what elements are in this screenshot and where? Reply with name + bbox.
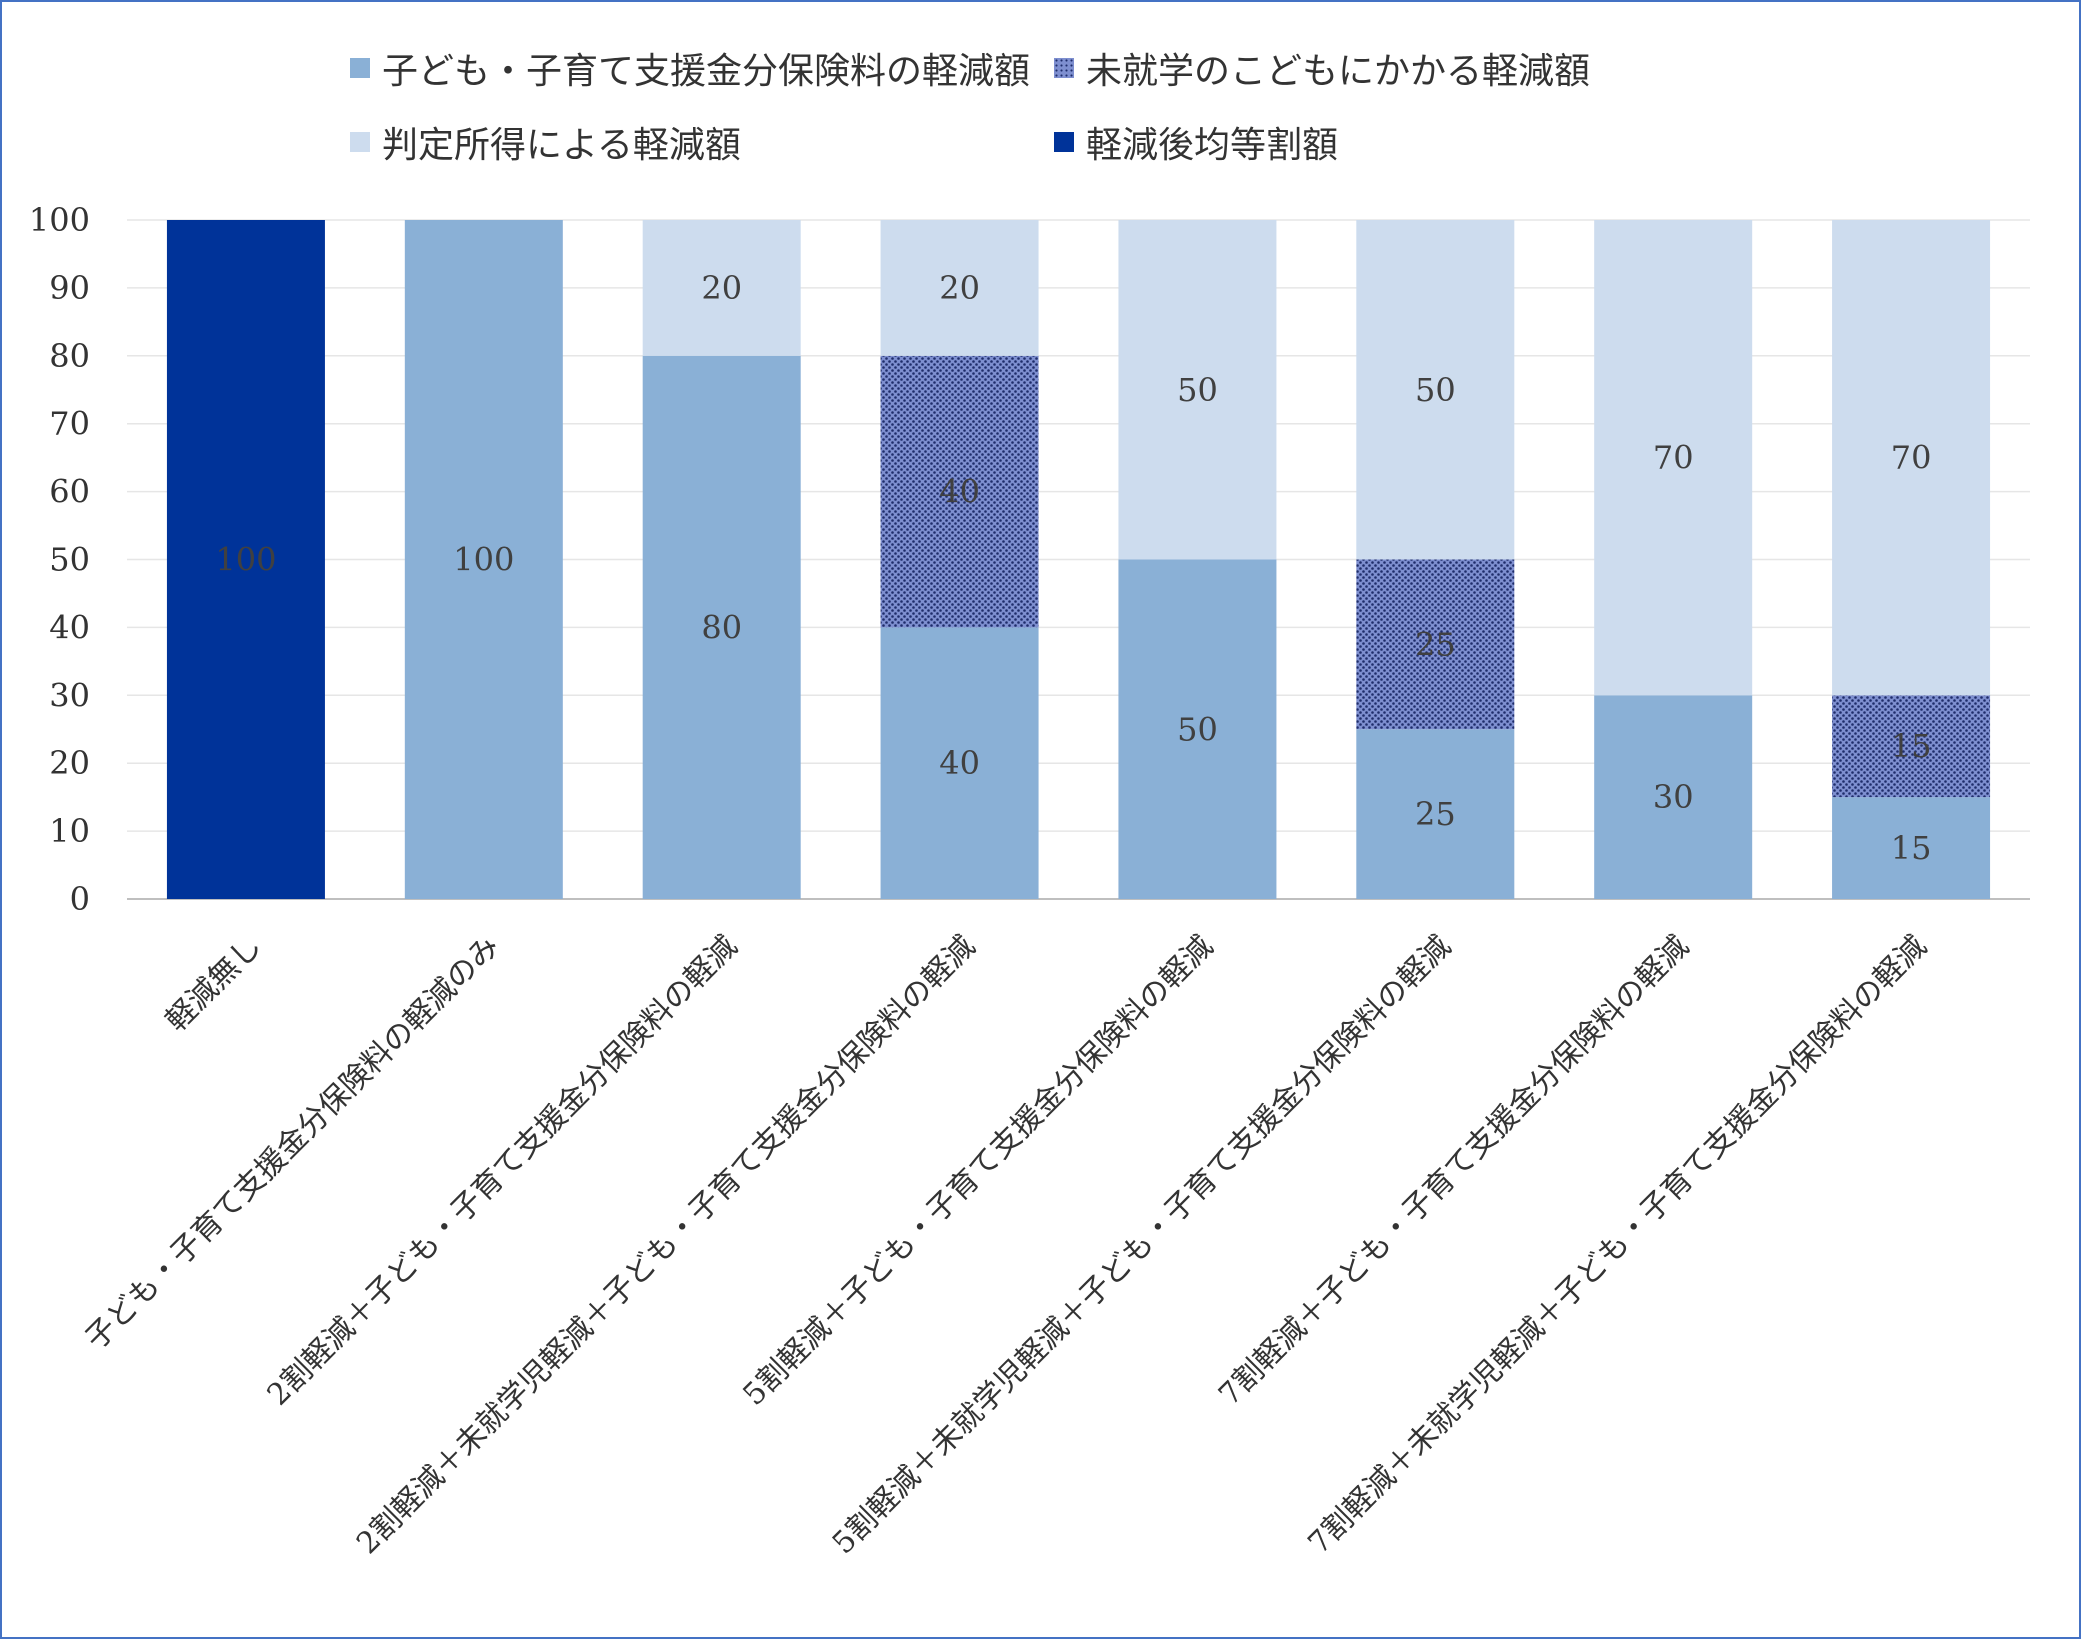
legend-item-income: 判定所得による軽減額 [350,116,741,168]
data-label: 50 [1177,710,1218,748]
legend-item-preschool: 未就学のこどもにかかる軽減額 [1054,42,1590,94]
bar-segment [1832,797,1991,899]
data-label: 70 [1653,439,1694,477]
y-axis: 0 10 20 30 40 50 60 70 80 90 100 [29,201,90,918]
legend-swatch-child-support [350,58,370,78]
data-label: 20 [939,269,980,307]
x-axis: 軽減無し子ども・子育て支援金分保険料の軽減のみ2割軽減＋子ども・子育て支援金分保… [79,929,1934,1561]
bar-segment [1118,559,1277,899]
bar-segment [1832,695,1991,798]
x-tick-label: 7割軽減＋子ども・子育て支援金分保険料の軽減 [1212,929,1696,1413]
bar-segment [166,220,325,899]
legend-swatch-after-reduction [1054,132,1074,152]
x-tick-label: 2割軽減＋子ども・子育て支援金分保険料の軽減 [261,929,745,1413]
y-tick-label: 10 [49,812,90,850]
y-tick-label: 30 [49,676,90,714]
y-tick-label: 70 [49,405,90,443]
legend-label-income: 判定所得による軽減額 [382,125,741,166]
bar-segment [1356,220,1515,560]
data-label: 15 [1891,727,1932,765]
y-tick-label: 90 [49,269,90,307]
data-label: 50 [1177,371,1218,409]
data-label: 80 [701,608,742,646]
bar-segment [1356,559,1515,730]
y-tick-label: 50 [49,541,90,579]
data-label: 40 [939,473,980,511]
legend-swatch-income [350,132,370,152]
bar-segment [1594,695,1753,899]
bar-segment [1356,729,1515,899]
bar-segment [1594,220,1753,696]
legend-swatch-preschool [1054,58,1074,78]
bar-segment [1118,220,1277,560]
x-tick-label: 軽減無し [159,929,269,1039]
y-tick-label: 80 [49,337,90,375]
data-label: 30 [1653,778,1694,816]
legend-label-after-reduction: 軽減後均等割額 [1086,125,1339,166]
data-label: 25 [1415,795,1456,833]
bar-segment [880,627,1039,899]
bar-segment [642,220,801,356]
data-label: 20 [701,269,742,307]
data-label: 100 [215,541,276,579]
bar-segment [404,220,563,899]
bars [166,220,1991,899]
data-label: 25 [1415,625,1456,663]
bar-segment [1832,220,1991,696]
data-label: 15 [1891,829,1932,867]
data-label: 70 [1891,439,1932,477]
data-label: 100 [453,541,514,579]
bar-segment [642,355,801,899]
x-tick-label: 5割軽減＋子ども・子育て支援金分保険料の軽減 [736,929,1220,1413]
legend-item-child-support: 子ども・子育て支援金分保険料の軽減額 [350,42,1030,94]
legend-label-preschool: 未就学のこどもにかかる軽減額 [1086,51,1591,92]
y-tick-label: 100 [29,201,90,239]
bar-segment [880,220,1039,356]
legend-label-child-support: 子ども・子育て支援金分保険料の軽減額 [382,51,1031,92]
x-tick-label: 子ども・子育て支援金分保険料の軽減のみ [79,929,507,1357]
y-tick-label: 20 [49,744,90,782]
y-tick-label: 0 [70,880,90,918]
y-tick-label: 60 [49,473,90,511]
legend-item-after-reduction: 軽減後均等割額 [1054,116,1338,168]
data-label: 50 [1415,371,1456,409]
data-labels: 100 100 80 20 40 40 20 50 50 25 25 50 30 70 15 15 70 [215,269,1931,867]
y-tick-label: 40 [49,608,90,646]
data-label: 40 [939,744,980,782]
bar-segment [880,355,1039,628]
